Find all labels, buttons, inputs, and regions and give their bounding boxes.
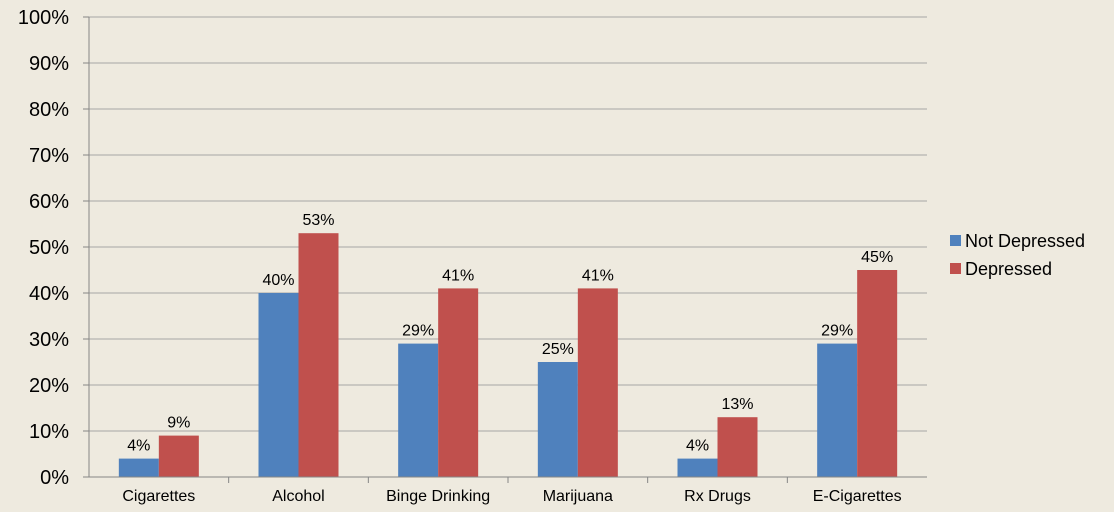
data-label: 29%: [821, 323, 853, 340]
y-tick-label: 0%: [40, 467, 69, 489]
data-label: 40%: [262, 272, 294, 289]
x-axis-tick-labels: Cigarettes Alcohol Binge Drinking Marijuana…: [122, 488, 901, 505]
bar: [118, 458, 159, 477]
data-label: 25%: [542, 341, 574, 358]
x-tick-label: Binge Drinking: [386, 488, 490, 505]
x-tick-label: Alcohol: [272, 488, 324, 505]
y-tick-label: 70%: [29, 145, 69, 167]
bar: [537, 362, 578, 477]
data-label: 45%: [861, 249, 893, 266]
legend: Not Depressed Depressed: [950, 231, 1085, 279]
data-label: 53%: [302, 212, 334, 229]
x-tick-label: Marijuana: [543, 488, 613, 505]
x-tick-label: E-Cigarettes: [813, 488, 902, 505]
y-tick-label: 40%: [29, 283, 69, 305]
bar: [438, 288, 479, 477]
y-tick-label: 60%: [29, 191, 69, 213]
y-tick-label: 100%: [18, 7, 69, 29]
bar: [158, 435, 199, 477]
y-tick-label: 50%: [29, 237, 69, 259]
legend-swatch: [950, 263, 961, 274]
legend-label: Not Depressed: [965, 231, 1085, 251]
data-label: 4%: [127, 438, 150, 455]
bar: [258, 293, 299, 477]
bars: [118, 233, 898, 477]
gridlines: [89, 16, 927, 432]
data-label: 9%: [167, 415, 190, 432]
data-label: 41%: [582, 267, 614, 284]
bar: [398, 343, 439, 477]
bar: [717, 417, 758, 477]
y-tick-label: 10%: [29, 421, 69, 443]
y-tick-label: 90%: [29, 53, 69, 75]
bar: [677, 458, 718, 477]
bar: [577, 288, 618, 477]
y-tick-label: 30%: [29, 329, 69, 351]
y-tick-label: 80%: [29, 99, 69, 121]
legend-swatch: [950, 235, 961, 246]
legend-label: Depressed: [965, 259, 1052, 279]
x-tick-label: Cigarettes: [122, 488, 195, 505]
bar: [857, 270, 898, 477]
data-label: 41%: [442, 267, 474, 284]
bar: [817, 343, 858, 477]
data-label: 4%: [686, 438, 709, 455]
data-label: 29%: [402, 323, 434, 340]
y-axis-tick-labels: 0% 10% 20% 30% 40% 50% 60% 70% 80% 90% 100%: [18, 7, 69, 489]
data-labels: 4% 9% 40% 53% 29% 41% 25% 41% 4% 13% 29% 45%: [127, 212, 893, 454]
x-tick-label: Rx Drugs: [684, 488, 751, 505]
y-tick-label: 20%: [29, 375, 69, 397]
axes: [83, 16, 927, 483]
data-label: 13%: [721, 396, 753, 413]
bar: [298, 233, 339, 477]
